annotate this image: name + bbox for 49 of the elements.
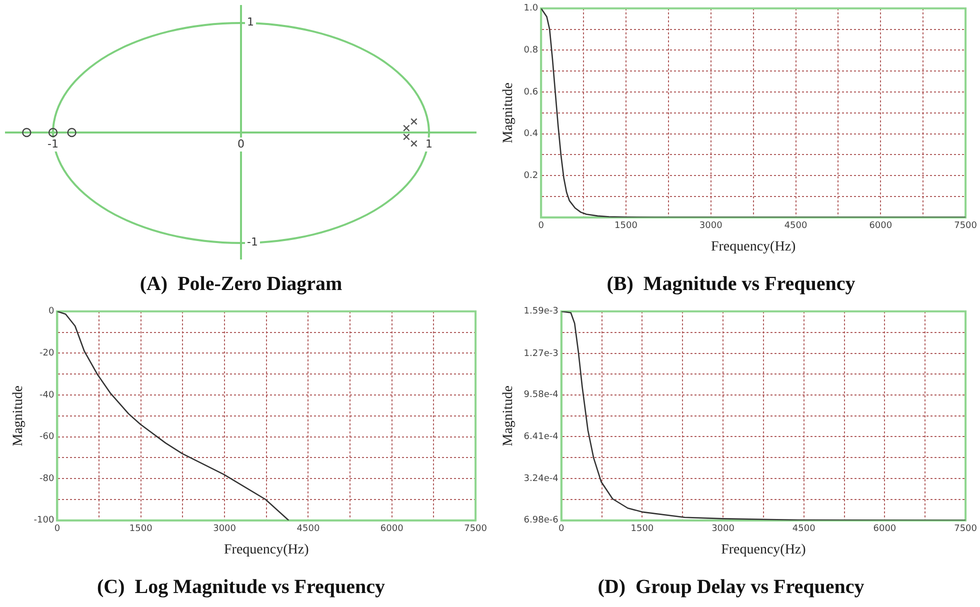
x-tick-label: 4500 (784, 221, 808, 232)
x-axis-title: Frequency(Hz) (721, 542, 806, 558)
x-tick-label: 7500 (954, 524, 978, 534)
x-tick-label: 1500 (129, 524, 153, 534)
x-tick-label: 7500 (954, 221, 978, 232)
x-tick-label: 7500 (464, 524, 488, 534)
x-tick-label: 4500 (792, 524, 816, 534)
y-tick-label: 1.59e-3 (524, 306, 558, 317)
y-tick-label: 0.8 (524, 46, 538, 56)
text: (B) Magnitude vs Frequency (606, 273, 856, 296)
y-tick-label: -60 (40, 432, 54, 442)
point (48, 128, 58, 138)
y-tick-label: 0 (48, 306, 54, 317)
y-tick-label: -80 (40, 474, 54, 484)
y-tick-label: 0.4 (524, 129, 538, 140)
x-tick-label: 1 (426, 137, 432, 150)
y-tick-label: 3.24e-4 (524, 474, 559, 484)
y-axis-title: Magnitude (11, 386, 26, 446)
x-tick-label: 3000 (213, 524, 236, 534)
y-tick-label: 1.27e-3 (524, 348, 558, 359)
y-tick-label: -100 (34, 516, 54, 526)
y-tick-label: 9.58e-4 (524, 390, 559, 400)
x-tick-label: 1500 (614, 221, 638, 232)
x-tick-label: 6000 (873, 524, 896, 534)
x-tick-label: 1500 (630, 524, 654, 534)
text: (C) Log Magnitude vs Frequency (97, 576, 385, 598)
x-tick-label: 4500 (296, 524, 320, 534)
y-axis-title: Magnitude (501, 386, 516, 446)
y-tick-label: 0.6 (524, 87, 538, 98)
y-tick-label: 6.98e-6 (524, 516, 559, 526)
y-tick-label: 1.0 (524, 4, 538, 14)
x-tick-label: 3000 (712, 524, 735, 534)
x-tick-label: 6000 (869, 221, 892, 232)
x-tick-label: 0 (238, 137, 244, 150)
text: (D) Group Delay vs Frequency (598, 576, 864, 598)
point (67, 128, 76, 138)
y-tick-label: -20 (40, 348, 54, 359)
y-tick-label: 0.2 (524, 170, 538, 181)
x-axis-title: Frequency(Hz) (224, 542, 310, 558)
point (22, 128, 32, 138)
text: (A) Pole-Zero Diagram (140, 273, 343, 296)
point (410, 118, 418, 125)
y-tick-label: -40 (40, 390, 54, 400)
x-tick-label: 6000 (380, 524, 404, 534)
x-axis-title: Frequency(Hz) (710, 239, 796, 254)
point (410, 140, 418, 147)
y-tick-label: 6.41e-4 (524, 432, 559, 442)
x-tick-label: 3000 (699, 221, 723, 232)
y-axis-title: Magnitude (501, 82, 516, 144)
